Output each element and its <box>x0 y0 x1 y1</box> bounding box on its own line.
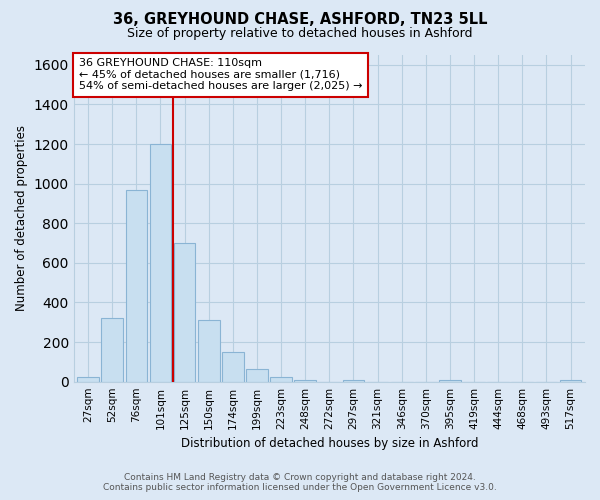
Bar <box>101 318 123 382</box>
Bar <box>343 380 364 382</box>
Bar <box>270 376 292 382</box>
Text: Contains HM Land Registry data © Crown copyright and database right 2024.
Contai: Contains HM Land Registry data © Crown c… <box>103 473 497 492</box>
Y-axis label: Number of detached properties: Number of detached properties <box>15 126 28 312</box>
Bar <box>174 243 196 382</box>
Text: 36, GREYHOUND CHASE, ASHFORD, TN23 5LL: 36, GREYHOUND CHASE, ASHFORD, TN23 5LL <box>113 12 487 28</box>
Bar <box>222 352 244 382</box>
Bar <box>560 380 581 382</box>
Text: Size of property relative to detached houses in Ashford: Size of property relative to detached ho… <box>127 28 473 40</box>
X-axis label: Distribution of detached houses by size in Ashford: Distribution of detached houses by size … <box>181 437 478 450</box>
Text: 36 GREYHOUND CHASE: 110sqm
← 45% of detached houses are smaller (1,716)
54% of s: 36 GREYHOUND CHASE: 110sqm ← 45% of deta… <box>79 58 362 92</box>
Bar <box>246 369 268 382</box>
Bar <box>295 380 316 382</box>
Bar <box>77 378 99 382</box>
Bar <box>125 190 147 382</box>
Bar <box>198 320 220 382</box>
Bar <box>149 144 172 382</box>
Bar <box>439 380 461 382</box>
